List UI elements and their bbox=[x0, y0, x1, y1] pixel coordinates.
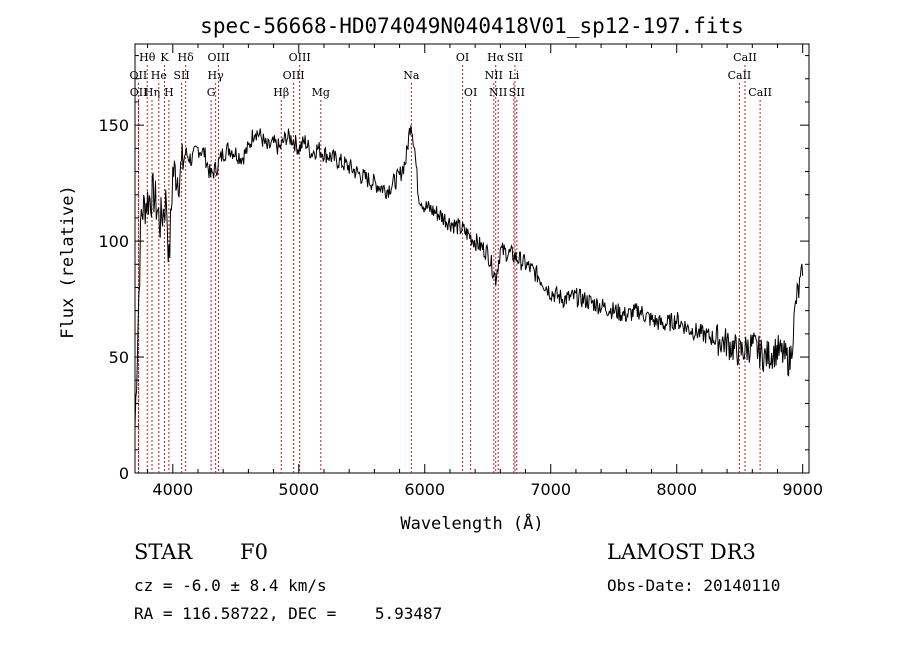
line-label: OI bbox=[464, 86, 477, 99]
radec-text: RA = 116.58722, DEC = 5.93487 bbox=[134, 604, 442, 623]
line-label: CaII bbox=[728, 69, 752, 82]
line-label: Hα bbox=[487, 51, 505, 64]
y-tick-label: 100 bbox=[98, 232, 129, 251]
chart-title: spec-56668-HD074049N040418V01_sp12-197.f… bbox=[200, 14, 744, 38]
plot-frame bbox=[134, 43, 810, 474]
line-label: He bbox=[151, 69, 167, 82]
series-group bbox=[134, 125, 804, 428]
line-label: G bbox=[207, 86, 216, 99]
line-label: SII bbox=[173, 69, 189, 82]
line-label: Hβ bbox=[273, 86, 289, 99]
x-tick-label: 6000 bbox=[404, 480, 445, 499]
line-label: Hγ bbox=[208, 69, 225, 82]
x-tick-label: 9000 bbox=[782, 480, 823, 499]
line-label: OIII bbox=[289, 51, 311, 64]
subclass-label: F0 bbox=[240, 540, 268, 564]
line-label: Hδ bbox=[178, 51, 195, 64]
y-axis-label: Flux (relative) bbox=[58, 185, 78, 339]
x-tick-label: 4000 bbox=[152, 480, 193, 499]
line-label: OIII bbox=[207, 51, 229, 64]
line-label: SII bbox=[507, 51, 523, 64]
line-label: Mg bbox=[312, 86, 330, 99]
line-label: OII bbox=[130, 86, 148, 99]
line-label: SII bbox=[509, 86, 525, 99]
axis-ticks: 4000 5000 6000 7000 8000 9000 0 50 100 150 bbox=[98, 44, 823, 499]
spectral-line-markers bbox=[137, 65, 761, 473]
line-label: H bbox=[164, 86, 174, 99]
y-tick-label: 50 bbox=[109, 348, 129, 367]
x-tick-label: 5000 bbox=[278, 480, 319, 499]
line-label: OII bbox=[130, 69, 148, 82]
x-tick-label: 7000 bbox=[530, 480, 571, 499]
line-label: Hη bbox=[144, 86, 160, 99]
line-label: NII bbox=[485, 69, 503, 82]
x-tick-label: 8000 bbox=[656, 480, 697, 499]
redshift-text: cz = -6.0 ± 8.4 km/s bbox=[134, 576, 327, 595]
obs-date-text: Obs-Date: 20140110 bbox=[607, 576, 780, 595]
line-label: CaII bbox=[748, 86, 772, 99]
line-label: CaII bbox=[733, 51, 757, 64]
line-label: OI bbox=[456, 51, 469, 64]
y-tick-label: 0 bbox=[119, 464, 129, 483]
line-label: OIII bbox=[283, 69, 305, 82]
x-axis-label: Wavelength (Å) bbox=[400, 512, 543, 534]
class-label: STAR bbox=[134, 540, 193, 564]
line-label: Hθ bbox=[139, 51, 156, 64]
y-tick-label: 150 bbox=[98, 116, 129, 135]
line-label: Li bbox=[508, 69, 519, 82]
line-label: K bbox=[160, 51, 169, 64]
line-label: Na bbox=[403, 69, 420, 82]
survey-label: LAMOST DR3 bbox=[607, 540, 756, 564]
line-label: NII bbox=[489, 86, 507, 99]
spectrum-series-line bbox=[134, 125, 804, 428]
